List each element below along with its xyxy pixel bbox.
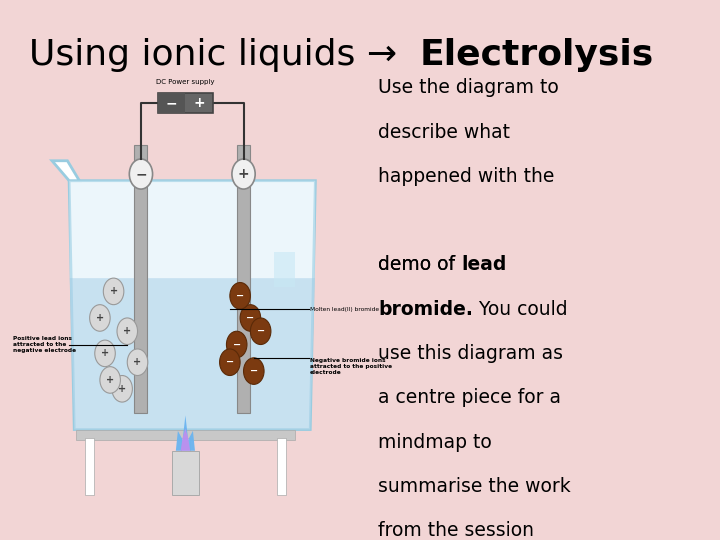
Bar [135,145,148,413]
Text: DC Power supply: DC Power supply [156,79,215,85]
Text: −: − [166,96,178,110]
Text: Use the diagram to: Use the diagram to [378,78,559,97]
Circle shape [227,331,247,358]
Text: from the session: from the session [378,521,534,540]
Circle shape [240,305,261,331]
Text: use this diagram as: use this diagram as [378,344,563,363]
Text: −: − [233,340,240,349]
Text: +: + [106,375,114,385]
Text: −: − [246,313,254,323]
Polygon shape [52,161,79,181]
Text: Using ionic liquids →: Using ionic liquids → [29,38,420,72]
Text: demo of: demo of [378,255,461,274]
Circle shape [220,349,240,375]
Text: +: + [123,326,131,336]
Circle shape [243,358,264,384]
Circle shape [127,349,148,375]
Text: −: − [250,366,258,376]
Circle shape [130,159,153,189]
Circle shape [251,318,271,345]
Text: +: + [133,357,142,367]
Bar [276,438,286,495]
Text: happened with the: happened with the [378,167,554,186]
Text: demo of: demo of [378,255,461,274]
Bar [85,438,94,495]
Bar [172,451,199,495]
Text: +: + [101,348,109,359]
Text: describe what: describe what [378,123,510,141]
Circle shape [112,375,132,402]
Bar [274,252,295,287]
Text: +: + [193,96,205,110]
Circle shape [95,340,115,367]
Text: bromide.: bromide. [378,300,473,319]
Text: Positive lead ions
attracted to the
negative electrode: Positive lead ions attracted to the nega… [13,336,76,353]
Circle shape [89,305,110,331]
Bar [158,93,186,113]
Text: lead: lead [461,255,506,274]
Polygon shape [181,429,190,451]
Text: Molten lead(II) bromide: Molten lead(II) bromide [310,307,379,312]
Polygon shape [70,278,315,429]
Text: summarise the work: summarise the work [378,477,571,496]
Text: Negative bromide ions
attracted to the positive
electrode: Negative bromide ions attracted to the p… [310,359,392,375]
Text: You could: You could [473,300,567,319]
Circle shape [100,367,120,393]
Circle shape [232,159,255,189]
Circle shape [104,278,124,305]
Bar [76,430,295,440]
Text: +: + [238,167,249,181]
Text: −: − [236,291,244,301]
Text: −: − [256,326,265,336]
Text: +: + [96,313,104,323]
Text: −: − [135,167,147,181]
Text: +: + [118,384,126,394]
Polygon shape [176,415,195,451]
Text: a centre piece for a: a centre piece for a [378,388,561,407]
Polygon shape [69,181,315,429]
Polygon shape [69,181,315,278]
Text: +: + [109,286,117,296]
Circle shape [117,318,138,345]
Text: Electrolysis: Electrolysis [420,38,654,72]
Circle shape [230,282,251,309]
Bar [237,145,250,413]
Bar [158,93,213,113]
Text: mindmap to: mindmap to [378,433,492,451]
Text: −: − [226,357,234,367]
Bar [181,438,190,495]
